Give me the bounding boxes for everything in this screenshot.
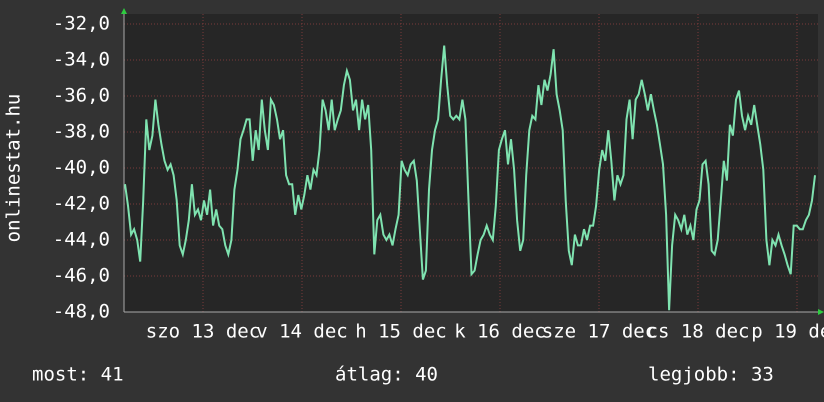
y-tick-label: -48,0 [53, 301, 110, 323]
y-tick-label: -42,0 [53, 193, 110, 215]
y-tick-label: -38,0 [53, 121, 110, 143]
y-tick-label: -44,0 [53, 229, 110, 251]
y-axis-title: onlinestat.hu [3, 94, 25, 243]
footer-stat: legjobb: 33 [648, 364, 774, 386]
x-tick-label: cs 18 dec [647, 321, 750, 343]
x-tick-label: p 19 dec [751, 321, 824, 343]
x-tick-label: k 16 dec [454, 321, 546, 343]
x-tick-label: szo 13 dec [146, 321, 260, 343]
y-tick-label: -46,0 [53, 265, 110, 287]
footer-stat: átlag: 40 [335, 364, 438, 386]
data-line [124, 45, 816, 311]
y-tick-label: -34,0 [53, 49, 110, 71]
y-tick-label: -36,0 [53, 85, 110, 107]
x-tick-label: sze 17 dec [542, 321, 656, 343]
y-tick-label: -40,0 [53, 157, 110, 179]
y-tick-label: -32,0 [53, 13, 110, 35]
axis-arrow [121, 8, 127, 14]
x-tick-label: v 14 dec [256, 321, 348, 343]
x-tick-label: h 15 dec [355, 321, 447, 343]
axis-arrow [818, 309, 824, 315]
footer-stat: most: 41 [32, 364, 124, 386]
